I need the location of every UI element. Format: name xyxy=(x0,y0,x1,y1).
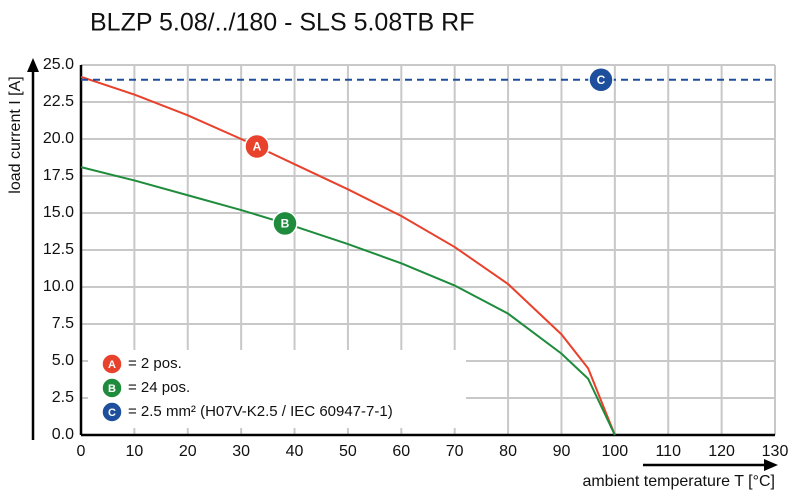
x-axis-label: ambient temperature T [°C] xyxy=(582,473,775,490)
y-tick-label: 12.5 xyxy=(43,241,74,258)
x-tick-label: 0 xyxy=(77,443,86,460)
y-tick-label: 0.0 xyxy=(52,426,74,443)
x-tick-label: 100 xyxy=(601,443,628,460)
marker-letter: B xyxy=(108,383,116,395)
legend-box xyxy=(88,350,466,428)
x-tick-label: 120 xyxy=(708,443,735,460)
marker-letter: B xyxy=(281,217,290,231)
x-tick-label: 50 xyxy=(339,443,357,460)
x-tick-label: 80 xyxy=(499,443,517,460)
x-tick-label: 110 xyxy=(655,443,681,460)
x-tick-label: 30 xyxy=(232,443,250,460)
x-axis-arrowhead xyxy=(764,459,778,471)
marker-letter: C xyxy=(108,407,116,419)
y-tick-label: 2.5 xyxy=(52,389,74,406)
series-line xyxy=(80,75,616,436)
marker-letter: C xyxy=(597,73,606,87)
legend-label: = 2 pos. xyxy=(128,355,182,372)
x-tick-label: 40 xyxy=(286,443,304,460)
x-tick-label: 20 xyxy=(179,443,197,460)
marker-badge xyxy=(101,377,123,399)
marker-badge xyxy=(101,353,123,375)
y-axis-arrowhead xyxy=(27,58,39,72)
marker-badge xyxy=(588,67,614,93)
y-tick-label: 10.0 xyxy=(43,278,74,295)
x-tick-label: 60 xyxy=(392,443,410,460)
marker-letter: A xyxy=(253,140,262,154)
marker-badge xyxy=(101,401,123,423)
y-tick-label: 17.5 xyxy=(43,167,74,184)
x-tick-label: 90 xyxy=(553,443,571,460)
marker-badge xyxy=(244,133,270,160)
y-tick-label: 25.0 xyxy=(43,56,74,73)
legend-label: = 24 pos. xyxy=(128,379,190,396)
legend-label: = 2.5 mm² (H07V-K2.5 / IEC 60947-7-1) xyxy=(128,403,393,420)
y-tick-label: 15.0 xyxy=(43,204,74,221)
y-axis-label: load current I [A] xyxy=(7,76,24,193)
x-tick-label: 70 xyxy=(446,443,464,460)
x-tick-label: 10 xyxy=(125,443,143,460)
y-tick-label: 5.0 xyxy=(52,352,74,369)
chart-title: BLZP 5.08/../180 - SLS 5.08TB RF xyxy=(90,9,474,37)
marker-badge xyxy=(272,210,298,237)
y-tick-label: 7.5 xyxy=(52,315,74,332)
y-tick-label: 22.5 xyxy=(43,93,74,110)
marker-letter: A xyxy=(108,359,116,371)
x-tick-label: 130 xyxy=(762,443,789,460)
series-line xyxy=(80,166,616,436)
y-tick-label: 20.0 xyxy=(43,130,74,147)
